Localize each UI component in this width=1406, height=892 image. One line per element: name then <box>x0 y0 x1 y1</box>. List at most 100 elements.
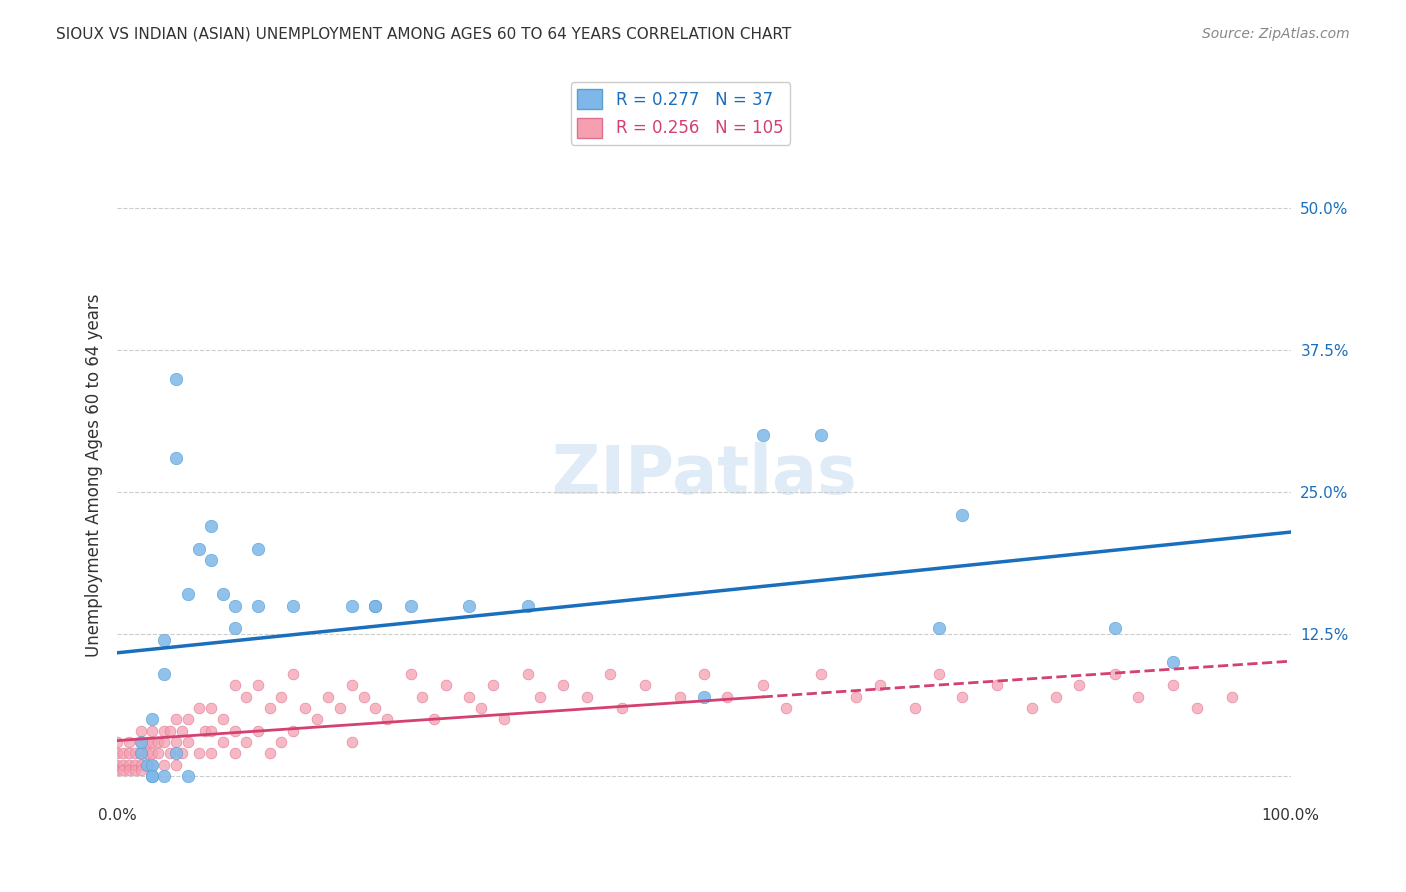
Point <box>165 747 187 761</box>
Point <box>294 701 316 715</box>
Point <box>693 666 716 681</box>
Point <box>176 587 198 601</box>
Point <box>1045 690 1067 704</box>
Point <box>224 678 246 692</box>
Point <box>135 757 157 772</box>
Point <box>610 701 633 715</box>
Point <box>810 428 832 442</box>
Point <box>1185 701 1208 715</box>
Point <box>211 712 233 726</box>
Point <box>165 712 187 726</box>
Point <box>224 599 246 613</box>
Point <box>112 747 135 761</box>
Point <box>693 690 716 704</box>
Point <box>141 769 163 783</box>
Point <box>188 747 211 761</box>
Point <box>141 757 163 772</box>
Point <box>458 690 481 704</box>
Point <box>1161 678 1184 692</box>
Point <box>364 599 387 613</box>
Point <box>176 769 198 783</box>
Point <box>105 735 128 749</box>
Y-axis label: Unemployment Among Ages 60 to 64 years: Unemployment Among Ages 60 to 64 years <box>86 293 103 657</box>
Point <box>153 723 176 738</box>
Point <box>1104 666 1126 681</box>
Point <box>246 723 269 738</box>
Point <box>153 757 176 772</box>
Point <box>845 690 868 704</box>
Point <box>153 735 176 749</box>
Point <box>634 678 657 692</box>
Point <box>364 599 387 613</box>
Point <box>235 690 257 704</box>
Point <box>411 690 433 704</box>
Point <box>148 747 170 761</box>
Point <box>340 678 363 692</box>
Point <box>364 701 387 715</box>
Point <box>153 769 176 783</box>
Point <box>986 678 1008 692</box>
Point <box>1126 690 1149 704</box>
Point <box>200 519 222 533</box>
Point <box>141 769 163 783</box>
Point <box>1220 690 1243 704</box>
Point <box>1069 678 1091 692</box>
Point <box>170 723 193 738</box>
Point <box>200 747 222 761</box>
Point <box>211 735 233 749</box>
Point <box>118 764 141 778</box>
Point <box>124 747 146 761</box>
Point <box>118 735 141 749</box>
Point <box>200 553 222 567</box>
Point <box>869 678 891 692</box>
Point <box>575 690 598 704</box>
Point <box>148 735 170 749</box>
Point <box>135 757 157 772</box>
Point <box>224 622 246 636</box>
Point <box>1021 701 1043 715</box>
Point <box>165 451 187 466</box>
Point <box>340 735 363 749</box>
Point <box>775 701 797 715</box>
Point <box>135 747 157 761</box>
Point <box>716 690 738 704</box>
Point <box>200 701 222 715</box>
Point <box>141 757 163 772</box>
Point <box>165 735 187 749</box>
Point <box>129 747 152 761</box>
Point <box>129 735 152 749</box>
Point <box>105 764 128 778</box>
Point <box>551 678 574 692</box>
Point <box>340 599 363 613</box>
Point <box>124 764 146 778</box>
Point <box>159 747 181 761</box>
Text: ZIPatlas: ZIPatlas <box>551 442 856 508</box>
Point <box>904 701 927 715</box>
Point <box>153 666 176 681</box>
Point <box>153 632 176 647</box>
Point <box>353 690 375 704</box>
Point <box>494 712 516 726</box>
Point <box>270 690 292 704</box>
Point <box>118 747 141 761</box>
Point <box>235 735 257 749</box>
Point <box>224 747 246 761</box>
Point <box>141 747 163 761</box>
Point <box>950 508 973 522</box>
Point <box>165 371 187 385</box>
Point <box>211 587 233 601</box>
Point <box>399 666 422 681</box>
Point <box>1104 622 1126 636</box>
Point <box>259 747 281 761</box>
Point <box>305 712 328 726</box>
Point <box>669 690 692 704</box>
Point <box>188 541 211 556</box>
Point <box>129 747 152 761</box>
Point <box>529 690 551 704</box>
Point <box>599 666 621 681</box>
Point <box>318 690 340 704</box>
Point <box>165 757 187 772</box>
Point <box>928 622 950 636</box>
Point <box>124 757 146 772</box>
Point <box>950 690 973 704</box>
